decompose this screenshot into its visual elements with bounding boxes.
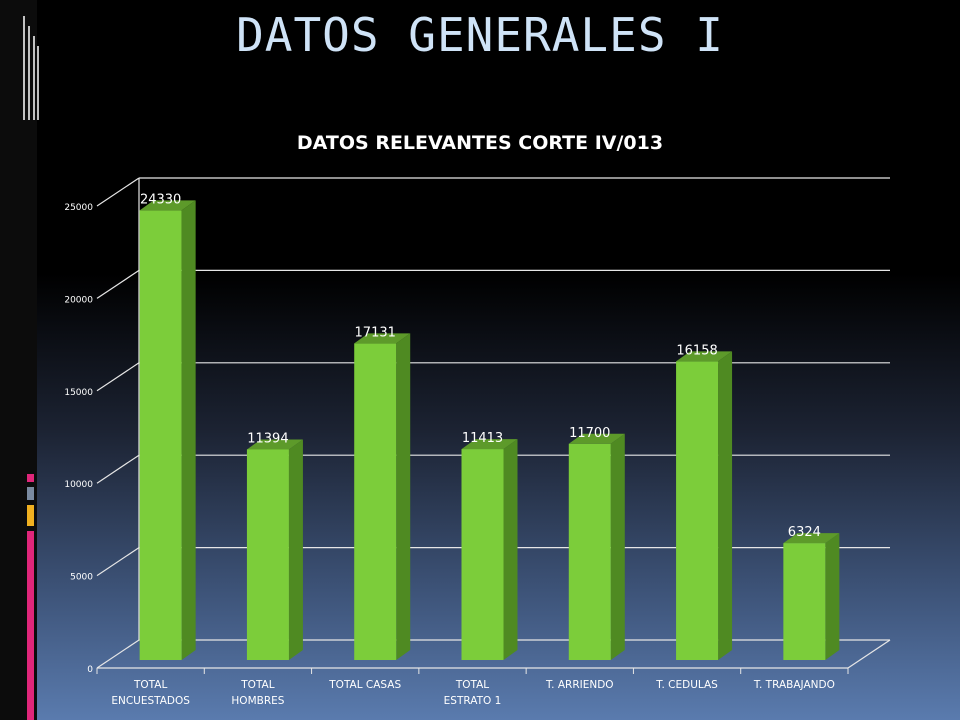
data-label: 16158 <box>676 343 717 358</box>
bar <box>354 343 397 660</box>
bar-top <box>246 439 303 450</box>
data-label: 11394 <box>247 431 288 446</box>
accent-bar-gray <box>27 487 34 500</box>
accent-bar-gold <box>27 505 34 526</box>
data-label: 24330 <box>140 192 181 207</box>
x-tick-label: HOMBRES <box>231 695 284 707</box>
x-tick-label: TOTAL <box>455 679 489 691</box>
data-label: 17131 <box>355 325 396 340</box>
bar <box>246 449 289 660</box>
bar-top <box>354 333 411 344</box>
gridline-depth <box>96 177 140 207</box>
data-label: 6324 <box>788 525 821 540</box>
bar-side <box>181 200 196 661</box>
bar-top <box>139 200 196 211</box>
bar-top <box>676 351 733 362</box>
x-tick-label: T. TRABAJANDO <box>753 679 835 691</box>
bar <box>461 449 504 660</box>
gridline-depth <box>96 547 140 577</box>
bar-top <box>783 533 840 544</box>
data-label: 11700 <box>569 426 610 441</box>
x-tick-label: TOTAL <box>240 679 274 691</box>
gridline-depth <box>96 362 140 392</box>
bar-top <box>461 439 518 450</box>
y-tick-label: 25000 <box>64 203 93 213</box>
bar-top <box>568 433 625 444</box>
bar-side <box>718 351 733 660</box>
gridline-depth <box>96 269 140 299</box>
x-tick-label: T. ARRIENDO <box>545 679 614 691</box>
y-tick-label: 10000 <box>64 480 93 490</box>
x-tick-label: TOTAL CASAS <box>328 679 401 691</box>
y-tick-label: 5000 <box>70 573 93 583</box>
x-tick-label: TOTAL <box>133 679 167 691</box>
bar <box>139 210 182 661</box>
gridline-depth <box>96 454 140 484</box>
accent-bar-pink-bottom <box>27 531 34 720</box>
y-tick-label: 0 <box>87 665 93 675</box>
slide-title: DATOS GENERALES I <box>236 8 724 62</box>
gridline-depth <box>96 639 140 669</box>
data-label: 11413 <box>462 431 503 446</box>
bar-side <box>288 439 303 660</box>
bar-side <box>503 439 518 660</box>
bar-side <box>610 433 625 660</box>
accent-bar-pink-top <box>27 474 34 482</box>
bar <box>568 443 611 660</box>
y-tick-label: 20000 <box>64 295 93 305</box>
x-tick-label: ENCUESTADOS <box>111 695 190 707</box>
x-tick-label: T. CEDULAS <box>655 679 718 691</box>
bar-side <box>396 333 411 660</box>
y-tick-label: 15000 <box>64 388 93 398</box>
floor-edge <box>847 639 891 669</box>
bar <box>676 361 719 660</box>
decorative-lines-icon <box>23 16 39 120</box>
chart-title: DATOS RELEVANTES CORTE IV/013 <box>296 132 664 154</box>
x-tick-label: ESTRATO 1 <box>444 695 502 707</box>
bar <box>783 543 826 660</box>
bar-side <box>825 533 840 660</box>
